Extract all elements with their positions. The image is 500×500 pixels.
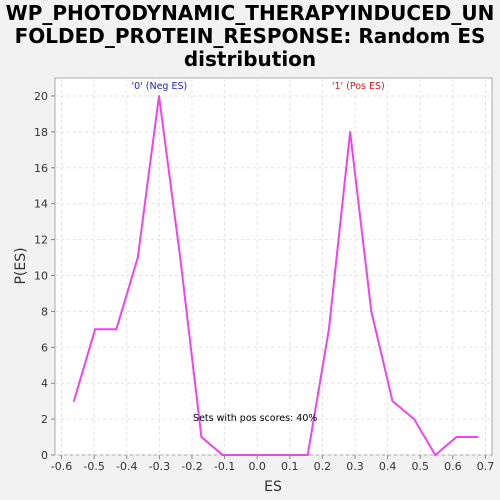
- y-axis-ticks: 0 2 4 6 8 10 12 14 16 18 20: [34, 90, 55, 462]
- data-point: [137, 257, 139, 259]
- x-tick-label: -0.4: [116, 460, 137, 473]
- data-point: [243, 454, 245, 456]
- data-point: [179, 257, 181, 259]
- x-tick-label: 0.3: [346, 460, 364, 473]
- data-point: [413, 418, 415, 420]
- x-tick-label: 0.6: [444, 460, 462, 473]
- x-tick-label: -0.1: [214, 460, 235, 473]
- y-tick-label: 12: [34, 234, 48, 247]
- data-point: [94, 328, 96, 330]
- y-tick-label: 4: [41, 377, 48, 390]
- data-point: [307, 454, 309, 456]
- y-tick-label: 0: [41, 449, 48, 462]
- x-axis-label: ES: [264, 479, 282, 495]
- data-point: [477, 436, 479, 438]
- x-tick-label: -0.3: [149, 460, 170, 473]
- x-tick-label: 0.7: [477, 460, 495, 473]
- data-point: [456, 436, 458, 438]
- y-tick-label: 16: [34, 162, 48, 175]
- y-tick-label: 14: [34, 198, 48, 211]
- y-tick-label: 18: [34, 126, 48, 139]
- data-point: [115, 328, 117, 330]
- x-tick-label: -0.6: [51, 460, 72, 473]
- y-axis-label: P(ES): [13, 247, 29, 284]
- chart-annotation: '0' (Neg ES): [131, 81, 187, 92]
- data-point: [158, 95, 160, 97]
- x-tick-label: -0.5: [83, 460, 104, 473]
- data-point: [73, 400, 75, 402]
- data-point: [286, 454, 288, 456]
- data-point: [392, 400, 394, 402]
- chart-annotation: '1' (Pos ES): [332, 81, 385, 92]
- data-point: [370, 310, 372, 312]
- y-tick-label: 8: [41, 305, 48, 318]
- plot-area: [55, 78, 492, 455]
- y-tick-label: 6: [41, 341, 48, 354]
- x-tick-label: 0.4: [379, 460, 397, 473]
- x-tick-label: 0.1: [281, 460, 299, 473]
- x-tick-label: -0.2: [181, 460, 202, 473]
- x-tick-label: 0.5: [412, 460, 430, 473]
- data-point: [264, 454, 266, 456]
- x-tick-label: 0.0: [248, 460, 266, 473]
- y-tick-label: 10: [34, 269, 48, 282]
- data-point: [201, 436, 203, 438]
- data-point: [328, 328, 330, 330]
- x-axis-ticks: -0.6 -0.5 -0.4 -0.3 -0.2 -0.1 0.0 0.1 0.2 0.3 0.4 0…: [51, 455, 494, 473]
- chart-annotation: Sets with pos scores: 40%: [193, 413, 317, 424]
- data-point: [222, 454, 224, 456]
- x-tick-label: 0.2: [314, 460, 332, 473]
- y-tick-label: 20: [34, 90, 48, 103]
- data-point: [434, 454, 436, 456]
- data-point: [349, 131, 351, 133]
- y-tick-label: 2: [41, 413, 48, 426]
